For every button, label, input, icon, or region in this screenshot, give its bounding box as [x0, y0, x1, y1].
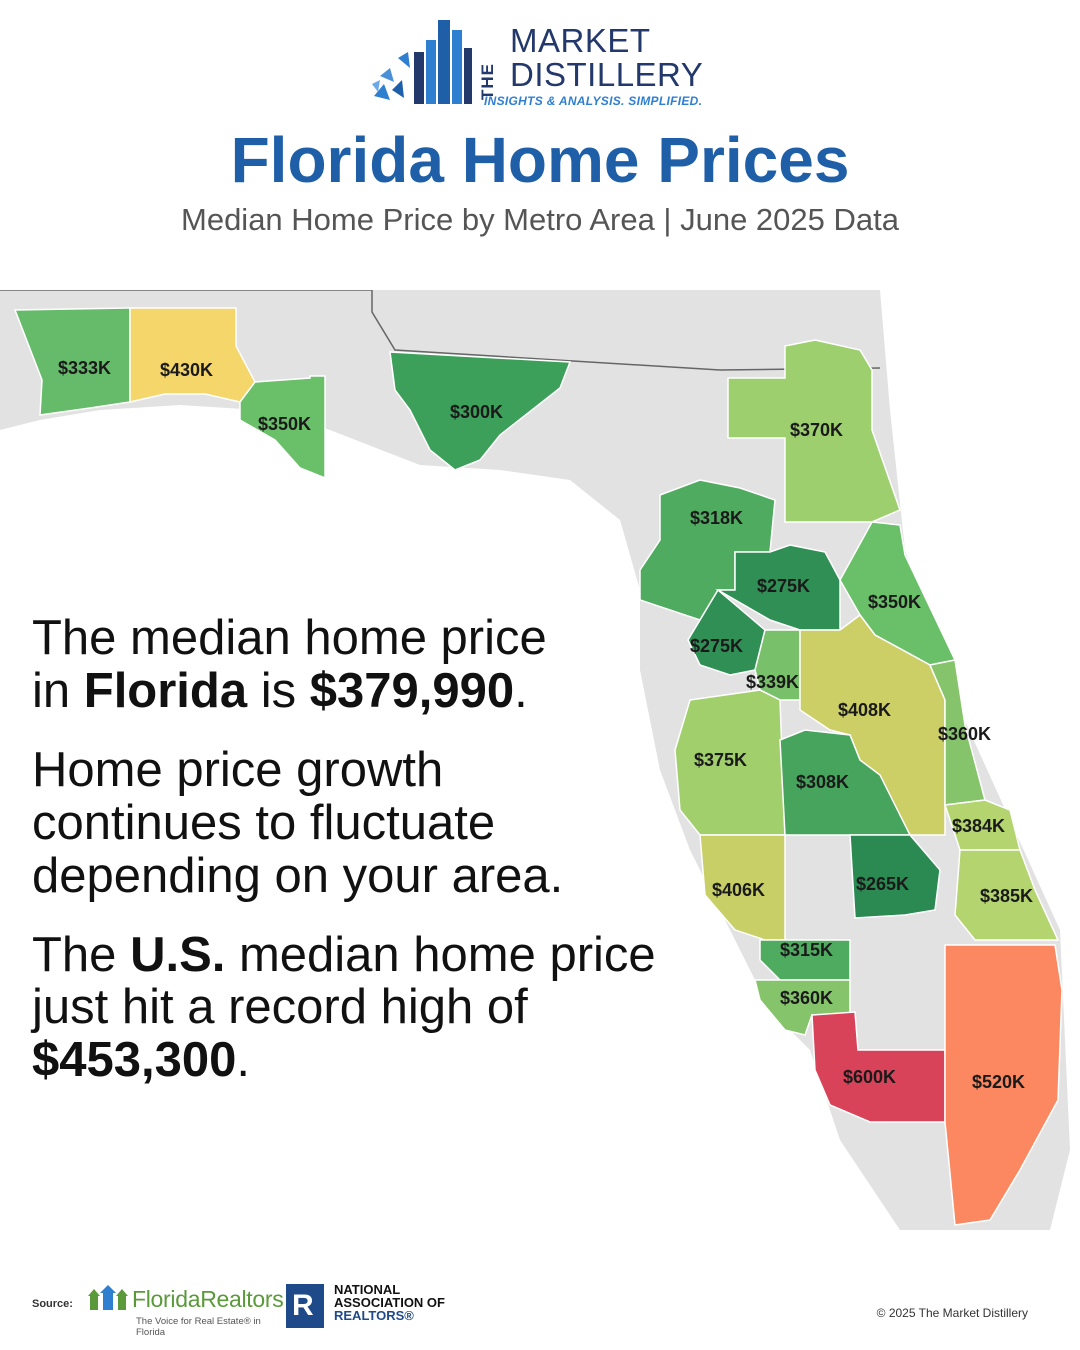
map-label: $384K [952, 816, 1005, 836]
map-region [129, 307, 256, 403]
map-label: $300K [450, 402, 503, 422]
florida-realtors-tagline: The Voice for Real Estate® in Florida [136, 1316, 261, 1338]
map-state-line [0, 290, 881, 371]
map-label: $308K [796, 772, 849, 792]
map-label: $275K [690, 636, 743, 656]
brand-logo: THE MARKET DISTILLERY INSIGHTS & ANALYSI… [370, 18, 730, 110]
us-median-value: $453,300 [32, 1033, 237, 1088]
florida-realtors-name: FloridaRealtors [132, 1286, 284, 1312]
map-label: $275K [757, 576, 810, 596]
map-label: $360K [938, 724, 991, 744]
houses-icon [88, 1285, 128, 1310]
skyline-icon [372, 20, 472, 104]
map-region [849, 834, 941, 919]
nar-logo: R NATIONAL ASSOCIATION OF REALTORS® [286, 1282, 486, 1330]
map-label: $350K [258, 414, 311, 434]
brand-word-market: MARKET [510, 22, 651, 59]
map-region [754, 979, 851, 1036]
map-label: $333K [58, 358, 111, 378]
page-title: Florida Home Prices [230, 124, 850, 196]
map-label: $430K [160, 360, 213, 380]
map-region [954, 849, 1060, 941]
florida-map: $333K $430K $350K $300K $370K $318K $275… [0, 290, 1070, 1230]
map-label: $385K [980, 886, 1033, 906]
map-label: $600K [843, 1067, 896, 1087]
map-label: $350K [868, 592, 921, 612]
fact-florida-median: The median home price in Florida is $379… [32, 611, 547, 718]
fact-us-median: The U.S. median home price just hit a re… [32, 927, 656, 1088]
florida-median-value: $379,990 [309, 663, 515, 718]
map-label: $318K [690, 508, 743, 528]
map-label: $408K [838, 700, 891, 720]
map-region [779, 729, 912, 836]
map-region [687, 588, 766, 676]
map-label: $339K [746, 672, 799, 692]
map-label: $370K [790, 420, 843, 440]
map-region [727, 339, 901, 523]
facts-panel: The median home price in Florida is $379… [32, 612, 732, 1113]
florida-realtors-logo: FloridaRealtors The Voice for Real Estat… [86, 1282, 284, 1338]
map-label: $520K [972, 1072, 1025, 1092]
brand-tagline: INSIGHTS & ANALYSIS. SIMPLIFIED. [484, 94, 703, 108]
map-label: $360K [780, 988, 833, 1008]
map-region [799, 613, 946, 836]
realtor-r-icon: R [286, 1284, 324, 1328]
copyright: © 2025 The Market Distillery [876, 1306, 1028, 1320]
map-label: $375K [694, 750, 747, 770]
brand-word-distillery: DISTILLERY [510, 56, 704, 93]
fact-growth: Home price growth continues to fluctuate… [32, 742, 564, 903]
page-subtitle: Median Home Price by Metro Area | June 2… [181, 202, 899, 237]
map-label: $315K [780, 940, 833, 960]
source-label: Source: [32, 1298, 73, 1310]
map-region [944, 944, 1063, 1226]
map-label: $265K [856, 874, 909, 894]
map-region [389, 351, 572, 471]
map-region [943, 799, 1021, 851]
map-region [239, 375, 326, 480]
map-label: $406K [712, 880, 765, 900]
